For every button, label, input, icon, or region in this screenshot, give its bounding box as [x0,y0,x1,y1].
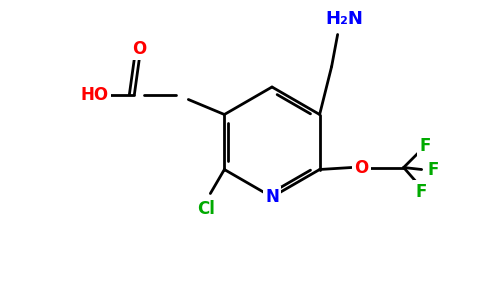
Text: F: F [428,160,439,178]
Text: F: F [416,182,427,200]
Text: HO: HO [80,85,108,103]
Text: Cl: Cl [197,200,215,218]
Text: N: N [265,188,279,206]
Text: F: F [420,136,431,154]
Text: O: O [132,40,147,58]
Text: O: O [354,158,369,176]
Text: H₂N: H₂N [326,11,363,28]
